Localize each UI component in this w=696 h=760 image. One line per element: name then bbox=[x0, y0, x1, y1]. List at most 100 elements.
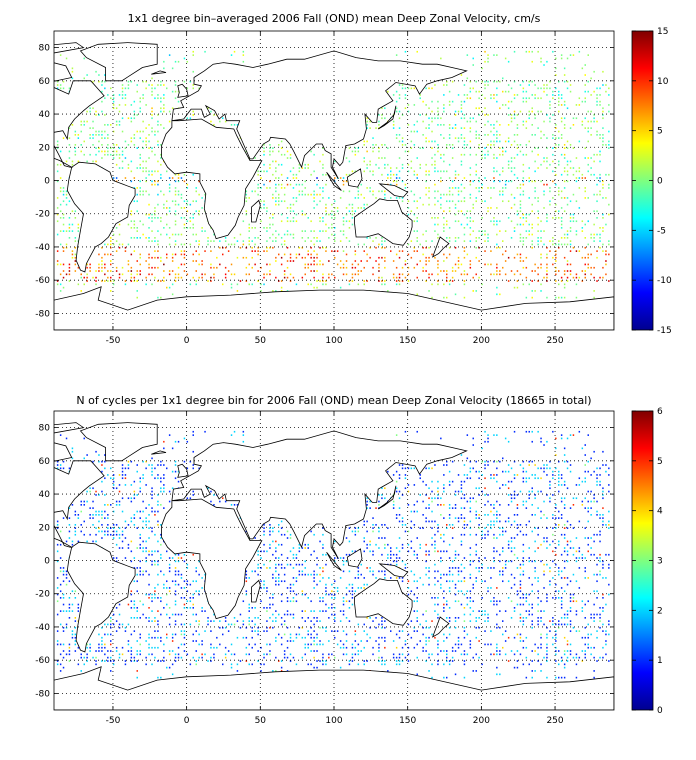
bin-cell bbox=[372, 190, 374, 193]
bin-cell bbox=[115, 500, 118, 503]
bin-cell bbox=[404, 263, 407, 266]
bin-cell bbox=[298, 543, 301, 546]
bin-cell bbox=[157, 583, 159, 586]
bin-cell bbox=[101, 150, 103, 153]
bin-cell bbox=[528, 140, 530, 143]
bin-cell bbox=[575, 580, 578, 583]
bin-cell bbox=[584, 557, 586, 559]
bin-cell bbox=[431, 490, 433, 493]
bin-cell bbox=[145, 137, 147, 139]
bin-cell bbox=[546, 147, 548, 149]
bin-cell bbox=[222, 497, 224, 500]
bin-cell bbox=[342, 600, 345, 603]
bin-cell bbox=[519, 563, 522, 566]
bin-cell bbox=[289, 583, 292, 586]
bin-cell bbox=[484, 430, 486, 433]
bin-cell bbox=[168, 237, 171, 239]
bin-cell bbox=[410, 167, 413, 169]
bin-cell bbox=[448, 246, 451, 249]
bin-cell bbox=[142, 510, 144, 513]
bin-cell bbox=[304, 230, 306, 232]
bin-cell bbox=[446, 464, 448, 466]
bin-cell bbox=[154, 153, 156, 156]
bin-cell bbox=[605, 633, 607, 636]
bin-cell bbox=[222, 246, 224, 249]
bin-cell bbox=[472, 444, 474, 446]
bin-cell bbox=[540, 110, 542, 113]
bin-cell bbox=[454, 617, 457, 619]
bin-cell bbox=[171, 256, 174, 259]
bin-cell bbox=[401, 464, 404, 466]
bin-cell bbox=[457, 553, 460, 556]
bin-cell bbox=[510, 617, 513, 619]
bin-cell bbox=[310, 173, 312, 176]
bin-cell bbox=[322, 147, 324, 149]
bin-cell bbox=[174, 203, 177, 206]
bin-cell bbox=[183, 243, 186, 246]
bin-cell bbox=[204, 230, 206, 232]
bin-cell bbox=[416, 217, 418, 219]
bin-cell bbox=[566, 180, 569, 183]
bin-cell bbox=[572, 504, 575, 506]
bin-cell bbox=[387, 90, 389, 93]
bin-cell bbox=[584, 100, 586, 103]
bin-cell bbox=[316, 583, 318, 586]
bin-cell bbox=[490, 600, 492, 603]
bin-cell bbox=[608, 620, 610, 622]
bin-cell bbox=[157, 240, 159, 242]
bin-cell bbox=[519, 256, 522, 259]
bin-cell bbox=[180, 577, 183, 579]
bin-cell bbox=[292, 613, 295, 616]
bin-cell bbox=[566, 57, 569, 60]
bin-cell bbox=[163, 276, 165, 279]
bin-cell bbox=[292, 276, 295, 279]
bin-cell bbox=[80, 273, 82, 276]
bin-cell bbox=[363, 280, 365, 282]
bin-cell bbox=[142, 190, 144, 193]
bin-cell bbox=[104, 477, 106, 480]
bin-cell bbox=[375, 626, 377, 629]
bin-cell bbox=[62, 270, 65, 272]
bin-cell bbox=[587, 54, 589, 56]
bin-cell bbox=[336, 590, 339, 593]
bin-cell bbox=[275, 577, 277, 579]
bin-cell bbox=[599, 177, 601, 179]
bin-cell bbox=[139, 220, 141, 223]
bin-cell bbox=[460, 110, 463, 113]
bin-cell bbox=[519, 240, 522, 242]
bin-cell bbox=[531, 430, 533, 433]
bin-cell bbox=[242, 256, 245, 259]
bin-cell bbox=[434, 547, 436, 549]
bin-cell bbox=[493, 177, 495, 179]
bin-cell bbox=[469, 497, 472, 500]
bin-cell bbox=[537, 237, 539, 239]
bin-cell bbox=[68, 223, 71, 226]
bin-cell bbox=[154, 636, 156, 639]
bin-cell bbox=[596, 200, 598, 203]
bin-cell bbox=[384, 570, 386, 573]
bin-cell bbox=[280, 290, 283, 292]
bin-cell bbox=[177, 177, 180, 179]
bin-cell bbox=[566, 520, 569, 523]
bin-cell bbox=[478, 617, 480, 619]
bin-cell bbox=[168, 434, 171, 436]
bin-cell bbox=[331, 250, 333, 252]
bin-cell bbox=[599, 153, 601, 156]
bin-cell bbox=[528, 490, 530, 493]
bin-cell bbox=[263, 273, 265, 276]
bin-cell bbox=[334, 213, 336, 216]
bin-cell bbox=[563, 460, 566, 463]
bin-cell bbox=[348, 210, 351, 213]
bin-cell bbox=[251, 250, 253, 252]
bin-cell bbox=[145, 540, 147, 543]
bin-cell bbox=[504, 90, 507, 93]
bin-cell bbox=[260, 200, 262, 203]
bin-cell bbox=[313, 550, 315, 553]
bin-cell bbox=[104, 97, 106, 100]
bin-cell bbox=[584, 470, 586, 473]
bin-cell bbox=[596, 573, 598, 576]
bin-cell bbox=[549, 87, 551, 90]
bin-cell bbox=[451, 524, 454, 526]
bin-cell bbox=[115, 177, 118, 179]
bin-cell bbox=[469, 510, 472, 513]
